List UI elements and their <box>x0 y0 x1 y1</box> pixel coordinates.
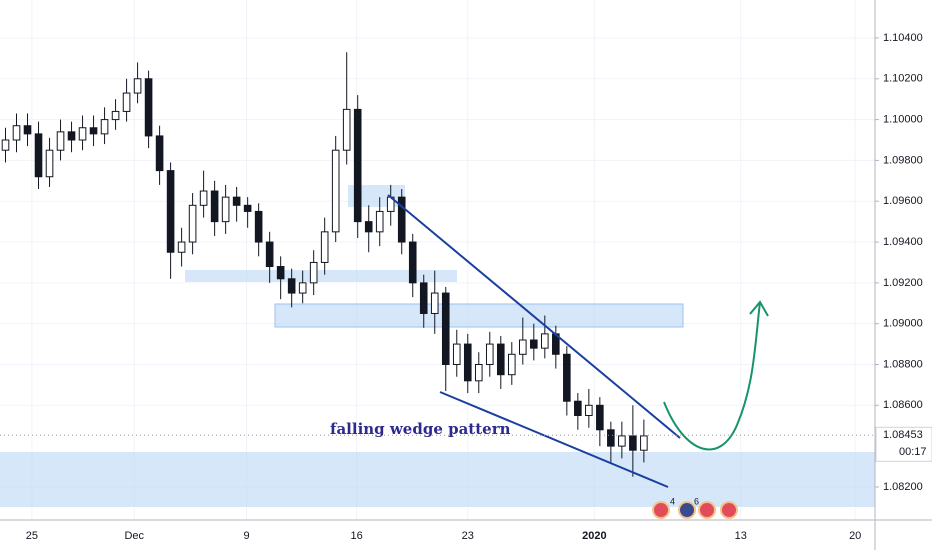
y-tick-label: 1.10200 <box>883 73 923 85</box>
candle-body <box>89 127 98 135</box>
candle-body <box>166 170 175 253</box>
arrow-head <box>749 300 769 317</box>
annotation: falling wedge pattern <box>330 420 511 438</box>
zone <box>185 270 457 282</box>
x-tick-label: 16 <box>350 530 362 542</box>
candle-body <box>331 149 340 233</box>
candle-body <box>67 131 76 141</box>
candle-body <box>518 339 527 355</box>
support-zone <box>0 452 875 507</box>
candle-body <box>287 278 296 294</box>
candle-body <box>265 241 274 268</box>
candle-body <box>45 149 54 178</box>
candle-body <box>188 204 197 243</box>
candle-body <box>100 119 109 135</box>
candle-body <box>496 343 505 376</box>
event-icon[interactable] <box>678 501 696 519</box>
candle-body <box>23 125 32 135</box>
y-tick-label: 1.10400 <box>883 32 923 44</box>
candle-body <box>199 190 208 206</box>
candle-body <box>221 196 230 223</box>
candle-body <box>155 135 164 172</box>
x-tick-label: 20 <box>849 530 861 542</box>
candle-body <box>585 404 593 417</box>
candle-body <box>342 108 351 151</box>
candle-body <box>441 292 450 365</box>
candle-body <box>210 190 219 223</box>
candle-body <box>133 78 142 94</box>
candle-body <box>34 133 43 178</box>
candle-body <box>243 204 252 212</box>
x-tick-label: 2020 <box>582 530 606 542</box>
candle-body <box>397 196 406 243</box>
event-count: 4 <box>670 496 675 506</box>
candle-body <box>574 400 582 417</box>
x-tick-label: 13 <box>735 530 747 542</box>
event-count: 6 <box>694 496 699 506</box>
candle-body <box>375 210 384 233</box>
candle-body <box>78 127 87 141</box>
last-price-label: 1.08453 <box>883 429 923 441</box>
y-tick-label: 1.09200 <box>883 277 923 289</box>
candle-body <box>364 221 373 233</box>
candle-body <box>563 353 571 402</box>
candle-body <box>298 282 307 294</box>
candle-body <box>353 108 362 223</box>
candle-body <box>111 110 120 121</box>
candle-body <box>1 139 10 151</box>
candle-body <box>419 282 428 314</box>
candle-body <box>408 241 417 284</box>
candle-body <box>232 196 241 206</box>
candles <box>1 52 648 477</box>
candle-body <box>596 404 604 431</box>
y-tick-label: 1.09400 <box>883 236 923 248</box>
y-tick-label: 1.09000 <box>883 318 923 330</box>
zone <box>274 303 684 328</box>
candle-body <box>144 78 153 137</box>
candle-body <box>254 210 263 243</box>
candle-body <box>320 231 329 263</box>
candle-body <box>122 92 131 112</box>
candle-body <box>618 435 626 447</box>
y-tick-label: 1.09600 <box>883 195 923 207</box>
candle-body <box>177 241 186 253</box>
y-tick-label: 1.08200 <box>883 481 923 493</box>
candle-body <box>507 353 516 376</box>
last-price-box <box>875 426 932 462</box>
x-tick-label: 25 <box>26 530 38 542</box>
candle-body <box>309 261 318 284</box>
candle-body <box>629 435 637 451</box>
event-icon[interactable] <box>698 501 716 519</box>
countdown: 00:17 <box>899 446 927 458</box>
candle-body <box>430 292 439 314</box>
candle-body <box>541 333 549 349</box>
x-tick-label: 9 <box>243 530 249 542</box>
candle-body <box>56 131 65 151</box>
event-icon[interactable] <box>720 501 738 519</box>
candle-body <box>12 125 21 141</box>
event-icon[interactable] <box>652 501 670 519</box>
y-tick-label: 1.08600 <box>883 399 923 411</box>
y-tick-label: 1.09800 <box>883 154 923 166</box>
arrow <box>663 301 761 451</box>
candle-body <box>452 343 461 365</box>
candle-body <box>485 343 494 365</box>
y-tick-label: 1.08800 <box>883 358 923 370</box>
candle-body <box>640 435 648 451</box>
candle-body <box>474 363 483 382</box>
candle-body <box>530 339 538 349</box>
x-tick-label: Dec <box>124 530 144 542</box>
candle-body <box>463 343 472 382</box>
axes: 1.08200 1.08600 1.08800 1.09000 1.09200 1.094… <box>0 32 932 542</box>
wedge-lower <box>439 391 669 488</box>
x-tick-label: 23 <box>462 530 474 542</box>
candle-body <box>607 429 615 447</box>
candle-body <box>276 266 285 280</box>
y-tick-label: 1.10000 <box>883 113 923 125</box>
wedge-upper <box>387 194 681 439</box>
